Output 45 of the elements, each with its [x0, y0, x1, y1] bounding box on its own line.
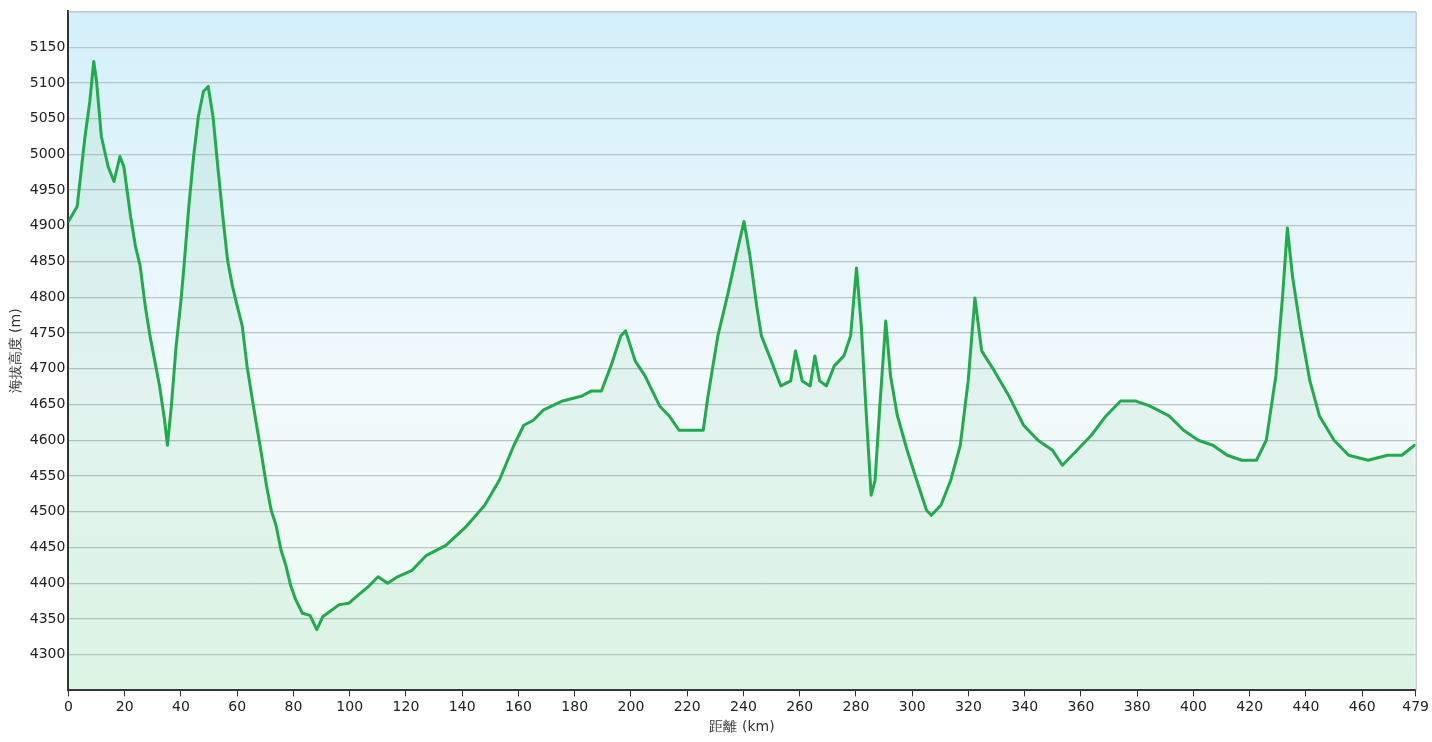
y-tick-label: 4750: [29, 323, 66, 340]
x-tick-label: 220: [673, 698, 701, 715]
x-tick-label: 280: [842, 698, 870, 715]
x-tick-label: 320: [955, 698, 982, 715]
y-tick-label: 4850: [29, 252, 66, 269]
x-tick-label: 160: [505, 698, 532, 715]
x-tick-label: 200: [617, 698, 645, 715]
y-tick-label: 4300: [29, 645, 66, 662]
y-tick-label: 4450: [29, 538, 66, 555]
x-tick-label: 479: [1402, 698, 1430, 715]
x-tick-label: 80: [284, 698, 303, 715]
x-tick-label: 360: [1067, 698, 1095, 715]
y-tick-label: 5050: [29, 109, 66, 126]
y-tick-label: 4700: [29, 359, 66, 376]
y-tick-label: 5000: [29, 144, 66, 161]
x-tick-label: 120: [392, 698, 420, 715]
x-tick-label: 440: [1292, 698, 1320, 715]
x-tick-label: 300: [898, 698, 926, 715]
y-tick-label: 4550: [29, 466, 66, 483]
x-tick-label: 0: [63, 698, 73, 715]
x-tick-label: 180: [561, 698, 589, 715]
x-tick-label: 400: [1180, 698, 1207, 715]
y-tick-label: 4650: [29, 395, 66, 412]
x-tick-label: 100: [336, 698, 364, 715]
y-tick-label: 4600: [29, 430, 66, 447]
y-tick-label: 5100: [29, 73, 66, 90]
y-tick-label: 4950: [29, 180, 66, 197]
x-tick-label: 260: [786, 698, 814, 715]
x-tick-label: 40: [172, 698, 190, 715]
x-tick-label: 460: [1348, 698, 1376, 715]
x-tick-label: 140: [448, 698, 476, 715]
y-tick-label: 4900: [29, 216, 66, 233]
y-tick-label: 4350: [29, 609, 66, 626]
y-tick-label: 4400: [29, 573, 66, 590]
y-axis-title: 海拔高度 (m): [7, 308, 24, 394]
x-tick-label: 380: [1123, 698, 1151, 715]
x-tick-label: 60: [228, 698, 247, 715]
y-tick-label: 5150: [29, 37, 66, 54]
x-tick-label: 240: [730, 698, 757, 715]
x-tick-label: 420: [1236, 698, 1264, 715]
y-tick-label: 4800: [29, 287, 66, 304]
x-tick-label: 340: [1011, 698, 1039, 715]
x-tick-label: 20: [115, 698, 134, 715]
y-tick-label: 4500: [29, 502, 66, 519]
x-axis-title: 距離 (km): [709, 718, 775, 735]
